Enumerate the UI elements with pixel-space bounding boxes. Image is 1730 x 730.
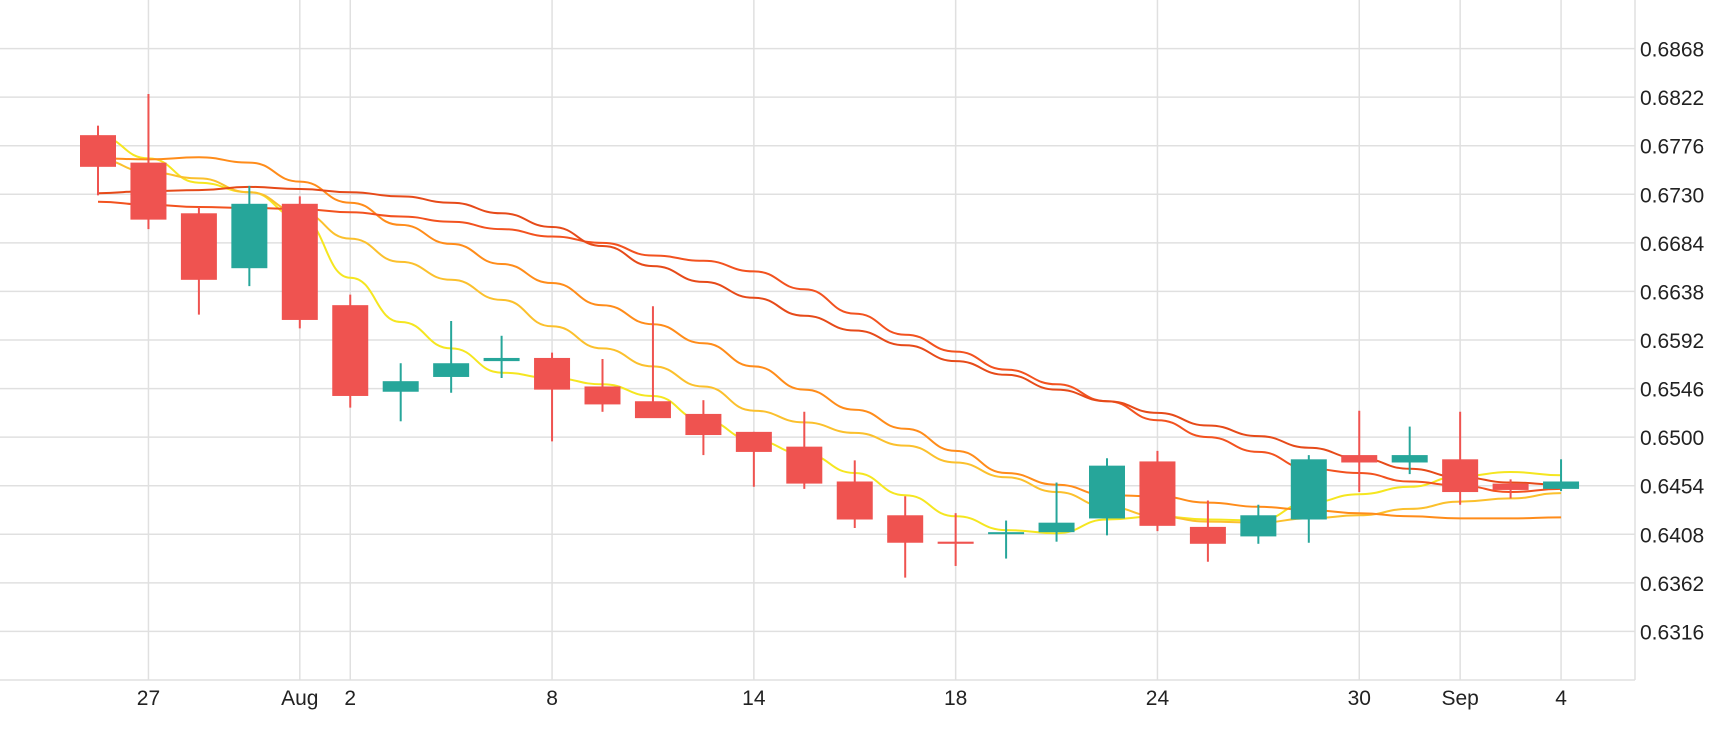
candle bbox=[1341, 410, 1378, 493]
candle-body bbox=[988, 532, 1025, 535]
candle bbox=[1290, 455, 1327, 543]
candle-body bbox=[1543, 481, 1580, 489]
candle-body bbox=[231, 203, 268, 269]
candle bbox=[634, 306, 671, 419]
x-tick-label: 2 bbox=[344, 687, 356, 710]
candle-body bbox=[584, 386, 621, 405]
candle bbox=[937, 513, 974, 566]
candle-body bbox=[1139, 461, 1176, 526]
y-axis-tick-labels: 0.6868 0.6822 0.6776 0.6730 0.6684 0.6638 0.65… bbox=[1640, 39, 1705, 645]
candles bbox=[80, 93, 1580, 578]
candle bbox=[332, 294, 369, 408]
candle bbox=[1240, 504, 1277, 544]
candle-body bbox=[332, 305, 369, 396]
candle bbox=[685, 400, 722, 456]
moving-average-line-5 bbox=[97, 185, 1562, 486]
candle-body bbox=[1089, 465, 1125, 519]
grid bbox=[0, 0, 1636, 681]
candle bbox=[1139, 450, 1176, 532]
y-tick-label: 0.6684 bbox=[1640, 233, 1705, 256]
candle-body bbox=[1189, 526, 1226, 544]
candle bbox=[735, 431, 772, 487]
y-tick-label: 0.6500 bbox=[1640, 427, 1704, 450]
y-tick-label: 0.6776 bbox=[1640, 136, 1704, 159]
candle-body bbox=[382, 381, 419, 392]
x-tick-label: 4 bbox=[1555, 687, 1567, 710]
candle bbox=[836, 460, 873, 528]
candle-body bbox=[1038, 522, 1075, 533]
x-tick-label: 27 bbox=[137, 687, 160, 710]
y-tick-label: 0.6454 bbox=[1640, 476, 1705, 499]
candle-body bbox=[281, 203, 318, 320]
candle bbox=[1189, 500, 1226, 562]
y-tick-label: 0.6408 bbox=[1640, 524, 1704, 547]
candle-body bbox=[786, 446, 823, 484]
candle bbox=[231, 185, 268, 287]
x-tick-label: Aug bbox=[281, 687, 318, 710]
candle-body bbox=[433, 363, 470, 377]
y-tick-label: 0.6868 bbox=[1640, 39, 1704, 62]
candle bbox=[786, 411, 823, 489]
y-tick-label: 0.6638 bbox=[1640, 281, 1704, 304]
candle-body bbox=[685, 413, 722, 436]
moving-average-lines bbox=[97, 135, 1562, 535]
y-tick-label: 0.6362 bbox=[1640, 573, 1704, 596]
candle bbox=[1038, 482, 1075, 542]
candle bbox=[988, 520, 1025, 559]
candle bbox=[180, 206, 217, 315]
candle bbox=[1543, 459, 1580, 491]
candle bbox=[1442, 411, 1479, 505]
candle-body bbox=[130, 162, 167, 220]
candle-body bbox=[180, 213, 217, 280]
y-tick-label: 0.6730 bbox=[1640, 184, 1704, 207]
candle bbox=[382, 363, 419, 422]
candle-body bbox=[1341, 455, 1378, 463]
candle-body bbox=[1442, 459, 1479, 493]
x-tick-label: 18 bbox=[944, 687, 967, 710]
y-tick-label: 0.6592 bbox=[1640, 330, 1704, 353]
candle-body bbox=[534, 357, 571, 390]
candle bbox=[483, 335, 520, 379]
candle bbox=[887, 496, 924, 578]
candle-body bbox=[483, 357, 520, 362]
candle-body bbox=[836, 481, 873, 520]
candle bbox=[433, 320, 470, 393]
candle bbox=[534, 352, 571, 442]
candle-body bbox=[887, 515, 924, 543]
candle-body bbox=[1391, 455, 1428, 463]
candle bbox=[80, 125, 116, 196]
candle-body bbox=[1240, 515, 1277, 537]
x-tick-label: Sep bbox=[1441, 687, 1478, 710]
x-axis-tick-labels: 27 Aug 2 8 14 18 24 30 Sep 4 bbox=[137, 687, 1567, 710]
candle bbox=[584, 359, 621, 412]
candle bbox=[1391, 426, 1428, 475]
candle bbox=[1492, 479, 1529, 499]
candle-body bbox=[937, 541, 974, 544]
candle-body bbox=[634, 401, 671, 419]
candle bbox=[281, 196, 318, 329]
candle-body bbox=[735, 431, 772, 452]
candle-body bbox=[80, 135, 116, 167]
y-tick-label: 0.6316 bbox=[1640, 621, 1704, 644]
moving-average-line-1 bbox=[97, 135, 1562, 535]
x-tick-label: 8 bbox=[546, 687, 558, 710]
y-tick-label: 0.6546 bbox=[1640, 379, 1704, 402]
candle bbox=[130, 93, 167, 230]
x-tick-label: 30 bbox=[1348, 687, 1371, 710]
y-tick-label: 0.6822 bbox=[1640, 87, 1704, 110]
candle-body bbox=[1492, 483, 1529, 490]
candle bbox=[1089, 458, 1125, 536]
candle-body bbox=[1290, 459, 1327, 520]
x-tick-label: 24 bbox=[1146, 687, 1170, 710]
x-tick-label: 14 bbox=[742, 687, 766, 710]
